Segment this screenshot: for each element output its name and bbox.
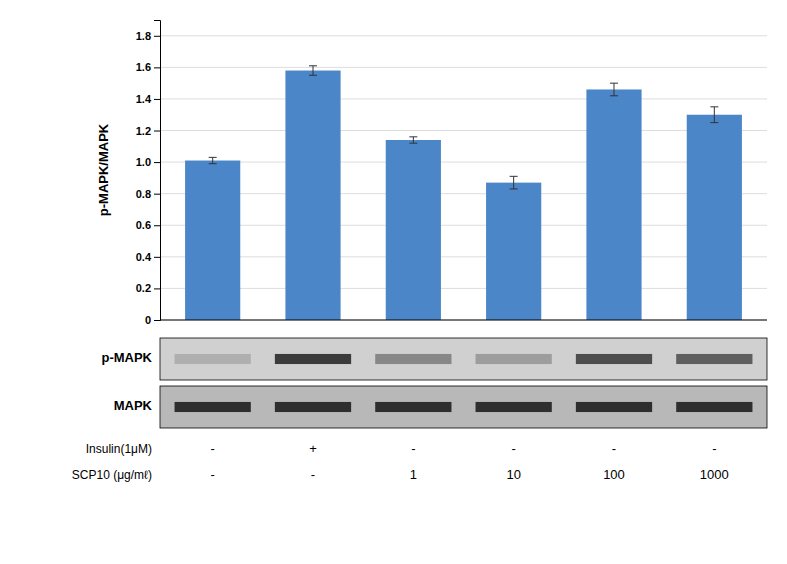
bar: [185, 161, 240, 320]
y-axis-title: p-MAPK/MAPK: [96, 123, 111, 216]
y-tick-label: 1.8: [136, 30, 151, 42]
y-tick-label: 0.4: [136, 251, 152, 263]
blot-label: p-MAPK: [101, 350, 152, 365]
blot-band: [375, 354, 451, 364]
bar: [586, 89, 641, 320]
x-axis: [160, 320, 767, 321]
bar: [386, 140, 441, 320]
blot-band: [375, 402, 451, 412]
annotation-row-label: Insulin(1μM): [86, 442, 152, 456]
y-tick-mark: [154, 99, 160, 100]
annotation-value: -: [712, 441, 716, 456]
y-tick-label: 0: [145, 314, 151, 326]
annotation-row: - + - - - -: [211, 441, 717, 456]
y-tick: 0.2: [136, 282, 160, 294]
plot-area: [185, 66, 742, 320]
annotation-value: -: [211, 467, 215, 482]
blot-background: [160, 338, 767, 380]
annotation-value: 1000: [700, 467, 729, 482]
grid-line: [160, 35, 767, 36]
chart: 0 0.2 0.4 0.6 0.8 1.0 1.2 1.4 1.6 1.8 p-MAPK/MAPK p…: [0, 0, 787, 564]
grid-line: [160, 288, 767, 289]
grid-line: [160, 162, 767, 163]
y-tick-label: 0.8: [136, 188, 151, 200]
blot-row: [160, 386, 767, 428]
y-tick: 0.4: [136, 251, 160, 263]
blot-band: [275, 354, 351, 364]
blot-band: [476, 402, 552, 412]
y-tick-mark: [154, 320, 160, 321]
grid: [160, 36, 767, 320]
blot-band: [175, 354, 251, 364]
blot-band: [476, 354, 552, 364]
y-tick-label: 0.6: [136, 219, 151, 231]
annotation-row-label: SCP10 (μg/mℓ): [72, 468, 152, 482]
grid-line: [160, 320, 767, 321]
bar: [687, 115, 742, 320]
annotation-value: -: [211, 441, 215, 456]
y-tick-label: 1.6: [136, 61, 151, 73]
y-tick: 1.8: [136, 30, 160, 42]
blot-background: [160, 386, 767, 428]
error-bar: [409, 137, 417, 143]
grid-line: [160, 225, 767, 226]
grid-line: [160, 130, 767, 131]
error-bar: [510, 176, 518, 189]
grid-line: [160, 256, 767, 257]
grid-line: [160, 67, 767, 68]
y-tick: 1.2: [136, 125, 160, 137]
error-bar: [710, 107, 718, 123]
y-axis-line: [154, 21, 161, 321]
y-tick-mark: [154, 162, 160, 163]
y-tick: 1.0: [136, 156, 160, 168]
y-tick-label: 1.2: [136, 125, 151, 137]
y-tick-mark: [154, 225, 160, 226]
blot-band: [676, 402, 752, 412]
y-tick-mark: [154, 288, 160, 289]
annotation-value: 100: [603, 467, 625, 482]
y-tick: 0.8: [136, 188, 160, 200]
y-tick-mark: [154, 194, 160, 195]
y-axis: 0 0.2 0.4 0.6 0.8 1.0 1.2 1.4 1.6 1.8: [136, 21, 161, 327]
y-tick-mark: [154, 131, 160, 132]
grid-line: [160, 98, 767, 99]
y-tick: 1.6: [136, 61, 160, 73]
annotation-value: -: [511, 441, 515, 456]
y-tick: 0: [145, 314, 160, 326]
y-tick: 0.6: [136, 219, 160, 231]
y-tick-mark: [154, 257, 160, 258]
annotation-value: 1: [410, 467, 417, 482]
bar: [486, 183, 541, 320]
bar: [285, 71, 340, 320]
y-tick-label: 0.2: [136, 282, 151, 294]
annotation-value: +: [309, 441, 317, 456]
blot-row: [160, 338, 767, 380]
y-tick: 1.4: [136, 93, 160, 105]
y-tick-label: 1.0: [136, 156, 151, 168]
annotation-value: -: [411, 441, 415, 456]
error-bar: [309, 66, 317, 75]
error-bar: [610, 83, 618, 96]
blot-label: MAPK: [114, 398, 153, 413]
blot-band: [175, 402, 251, 412]
x-axis-line: [160, 320, 767, 321]
blot-band: [576, 402, 652, 412]
annotation-value: -: [612, 441, 616, 456]
grid-line: [160, 193, 767, 194]
y-tick-mark: [154, 36, 160, 37]
annotation-row: - - 1 10 100 1000: [211, 467, 729, 482]
blot-band: [676, 354, 752, 364]
blot-band: [576, 354, 652, 364]
y-tick-mark: [154, 67, 160, 68]
annotation-value: 10: [506, 467, 520, 482]
annotation-value: -: [311, 467, 315, 482]
blot-band: [275, 402, 351, 412]
y-tick-label: 1.4: [136, 93, 152, 105]
error-bar: [209, 157, 217, 163]
